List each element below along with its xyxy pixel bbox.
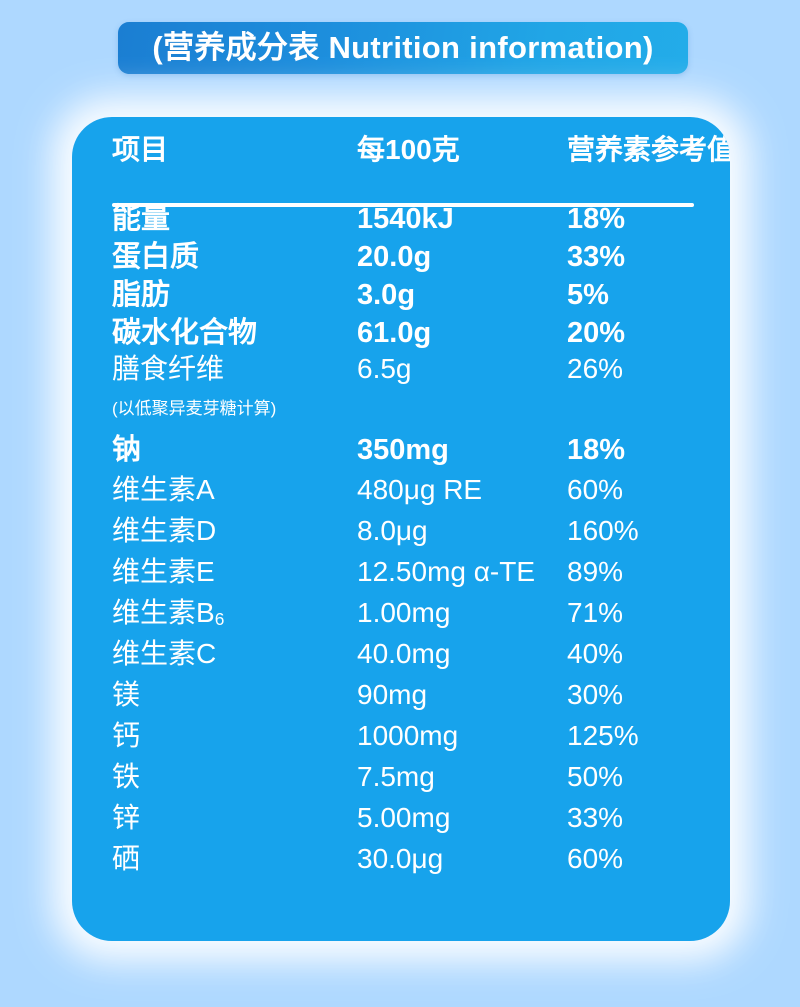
table-header-row: 项目 每100克 营养素参考值% xyxy=(72,117,730,179)
nutrition-banner-title: (营养成分表 Nutrition information) xyxy=(152,29,654,65)
row-nrv: 71% xyxy=(567,597,624,628)
row-nrv: 40% xyxy=(567,638,624,669)
footnote-wrapper: (以低聚异麦芽糖计算) xyxy=(72,388,730,426)
row-item: 维生素D xyxy=(112,515,217,546)
row-nrv: 20% xyxy=(567,317,626,349)
header-divider xyxy=(112,203,694,207)
row-value: 8.0μg xyxy=(357,515,428,546)
row-item-base: 维生素B xyxy=(112,597,215,628)
row-nrv: 33% xyxy=(567,802,624,833)
nutrition-table: 项目 每100克 营养素参考值% 能量 1540kJ 18% 蛋白质 20.0g… xyxy=(72,117,730,878)
header-gap xyxy=(72,179,730,195)
row-nrv: 50% xyxy=(567,761,624,792)
row-item: 钙 xyxy=(112,720,141,751)
table-row: 维生素B6 1.00mg 71% xyxy=(72,591,730,632)
nutrition-card: 项目 每100克 营养素参考值% 能量 1540kJ 18% 蛋白质 20.0g… xyxy=(72,117,730,941)
nutrition-banner: (营养成分表 Nutrition information) xyxy=(118,22,688,74)
table-row: 脂肪 3.0g 5% xyxy=(72,271,730,311)
row-value: 480μg RE xyxy=(357,474,483,505)
row-nrv: 30% xyxy=(567,679,624,710)
table-row: 维生素A 480μg RE 60% xyxy=(72,468,730,509)
row-nrv: 26% xyxy=(567,353,624,384)
table-row: 蛋白质 20.0g 33% xyxy=(72,233,730,273)
row-item: 锌 xyxy=(112,802,141,833)
fiber-footnote: (以低聚异麦芽糖计算) xyxy=(112,399,277,418)
row-nrv: 125% xyxy=(567,720,639,751)
table-row: 镁 90mg 30% xyxy=(72,673,730,714)
row-value: 20.0g xyxy=(357,241,432,273)
row-item: 维生素B6 xyxy=(112,591,357,631)
row-item: 硒 xyxy=(112,843,141,874)
table-row: 钙 1000mg 125% xyxy=(72,714,730,755)
row-value: 350mg xyxy=(357,434,449,466)
table-row: 铁 7.5mg 50% xyxy=(72,755,730,796)
row-item: 维生素A xyxy=(112,474,215,505)
table-row: 碳水化合物 61.0g 20% xyxy=(72,309,730,349)
row-item: 能量 xyxy=(112,203,171,235)
row-item: 蛋白质 xyxy=(112,241,200,273)
row-nrv: 89% xyxy=(567,556,624,587)
header-item: 项目 xyxy=(112,134,169,165)
row-item: 维生素E xyxy=(112,556,215,587)
table-row: 维生素E 12.50mg α-TE 89% xyxy=(72,550,730,591)
row-nrv: 18% xyxy=(567,203,626,235)
table-row: 硒 30.0μg 60% xyxy=(72,837,730,878)
row-item: 膳食纤维 xyxy=(112,353,225,384)
row-value: 1.00mg xyxy=(357,597,451,628)
row-value: 5.00mg xyxy=(357,802,451,833)
row-value: 30.0μg xyxy=(357,843,444,874)
header-per-100g: 每100克 xyxy=(357,134,460,165)
row-item: 脂肪 xyxy=(112,279,171,311)
row-nrv: 18% xyxy=(567,434,626,466)
table-row: 能量 1540kJ 18% xyxy=(72,195,730,235)
row-nrv: 60% xyxy=(567,474,624,505)
row-nrv: 33% xyxy=(567,241,626,273)
row-value: 1540kJ xyxy=(357,203,454,235)
row-item-subscript: 6 xyxy=(214,609,225,630)
row-value: 40.0mg xyxy=(357,638,451,669)
row-item: 镁 xyxy=(112,679,141,710)
row-value: 1000mg xyxy=(357,720,459,751)
row-value: 12.50mg α-TE xyxy=(357,556,536,587)
row-nrv: 160% xyxy=(567,515,639,546)
row-value: 61.0g xyxy=(357,317,432,349)
row-nrv: 5% xyxy=(567,279,609,311)
row-value: 7.5mg xyxy=(357,761,435,792)
table-row: 钠 350mg 18% xyxy=(72,426,730,466)
row-value: 3.0g xyxy=(357,279,416,311)
table-row: 维生素D 8.0μg 160% xyxy=(72,509,730,550)
row-item: 铁 xyxy=(112,761,141,792)
row-item: 碳水化合物 xyxy=(112,317,258,349)
row-value: 90mg xyxy=(357,679,428,710)
row-value: 6.5g xyxy=(357,353,412,384)
header-nrv: 营养素参考值% xyxy=(567,134,730,165)
table-row: 膳食纤维 6.5g 26% xyxy=(72,347,730,388)
row-item: 钠 xyxy=(112,434,142,466)
table-row: 锌 5.00mg 33% xyxy=(72,796,730,837)
row-nrv: 60% xyxy=(567,843,624,874)
row-item: 维生素C xyxy=(112,638,217,669)
table-row: 维生素C 40.0mg 40% xyxy=(72,632,730,673)
